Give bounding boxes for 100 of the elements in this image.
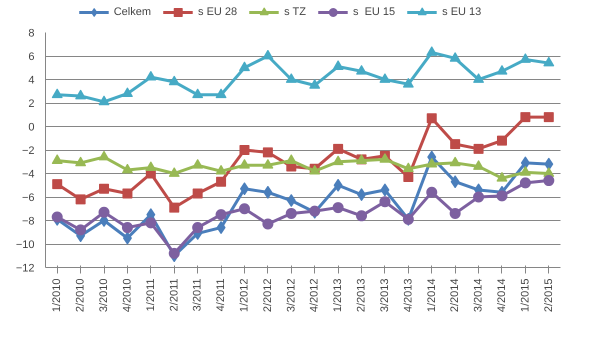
- point: [145, 161, 156, 172]
- point: [122, 164, 133, 174]
- x-tick-label: 4/2014: [496, 278, 508, 312]
- point: [168, 248, 180, 259]
- x-tick-label: 3/2010: [98, 278, 110, 312]
- x-tick-label: 1/2013: [332, 278, 344, 312]
- y-tick-label: −12: [16, 262, 35, 274]
- point: [98, 96, 110, 106]
- point: [145, 217, 156, 228]
- point: [426, 113, 437, 124]
- point: [216, 221, 226, 234]
- point: [496, 190, 508, 202]
- y-tick-label: −6: [22, 192, 35, 204]
- x-tick-label: 1/2011: [144, 278, 157, 312]
- point: [75, 224, 86, 236]
- x-tick-label: 4/2012: [308, 278, 321, 312]
- legend-label: Celkem: [114, 6, 152, 18]
- point: [520, 53, 531, 63]
- point: [238, 159, 250, 169]
- x-tick-label: 2/2013: [356, 278, 368, 312]
- y-tick-label: 8: [28, 28, 35, 40]
- x-tick-label: 1/2014: [426, 278, 438, 312]
- point: [496, 65, 508, 75]
- point: [262, 159, 274, 169]
- point: [122, 87, 133, 97]
- point: [473, 160, 484, 170]
- point: [309, 79, 320, 89]
- point: [240, 182, 249, 196]
- point: [356, 210, 368, 222]
- point: [402, 78, 414, 88]
- point: [75, 156, 86, 166]
- point: [286, 73, 297, 83]
- point: [450, 175, 460, 188]
- point: [356, 65, 368, 75]
- y-tick-label: 4: [28, 74, 35, 86]
- x-tick-label: 4/2013: [402, 278, 414, 312]
- x-tick-label: 4/2010: [121, 278, 134, 312]
- point: [543, 175, 554, 186]
- point: [98, 150, 110, 160]
- x-tick-label: 2/2015: [542, 278, 555, 312]
- legend-label: s TZ: [284, 6, 306, 18]
- point: [379, 153, 390, 163]
- point: [286, 194, 296, 208]
- point: [98, 206, 110, 218]
- x-tick-label: 3/2013: [378, 278, 391, 312]
- x-tick-label: 2/2010: [74, 278, 87, 312]
- point: [263, 186, 272, 199]
- point: [238, 203, 250, 214]
- point: [543, 56, 554, 66]
- point: [357, 188, 366, 202]
- point: [239, 145, 250, 155]
- point: [122, 188, 132, 198]
- point: [426, 158, 438, 168]
- point: [76, 194, 86, 204]
- x-tick-label: 3/2014: [472, 278, 485, 312]
- legend-label: s EU 15: [352, 6, 396, 18]
- point: [216, 209, 227, 220]
- point: [286, 208, 297, 219]
- point: [168, 167, 180, 177]
- point: [333, 144, 344, 154]
- point: [520, 177, 531, 188]
- point: [145, 70, 156, 81]
- point: [216, 88, 227, 98]
- point: [544, 158, 554, 171]
- point: [286, 154, 297, 164]
- point: [544, 112, 554, 122]
- y-tick-label: −4: [22, 168, 35, 180]
- y-tick-label: 0: [28, 122, 35, 134]
- y-tick-label: 6: [28, 51, 35, 63]
- x-tick-label: 4/2011: [215, 278, 228, 312]
- point: [122, 222, 133, 234]
- point: [332, 60, 344, 70]
- x-tick-label: 1/2010: [51, 278, 64, 312]
- y-tick-label: −8: [22, 216, 35, 228]
- y-tick-label: −10: [16, 239, 35, 251]
- point: [403, 172, 414, 182]
- point: [379, 73, 390, 83]
- point: [262, 147, 273, 158]
- point: [473, 73, 484, 83]
- point: [52, 154, 63, 164]
- point: [216, 176, 226, 187]
- legend-label: s EU 28: [198, 6, 238, 18]
- x-tick-label: 1/2015: [519, 278, 532, 312]
- point: [520, 156, 530, 170]
- point: [402, 162, 414, 172]
- point: [473, 192, 484, 202]
- point: [380, 183, 390, 196]
- point: [520, 166, 531, 176]
- point: [379, 196, 390, 208]
- point: [192, 188, 203, 198]
- x-tick-label: 2/2011: [168, 278, 180, 312]
- point: [122, 232, 132, 245]
- x-tick-label: 3/2012: [285, 278, 298, 312]
- point: [334, 178, 343, 192]
- legend-label: s EU 13: [442, 6, 482, 18]
- point: [192, 88, 204, 98]
- point: [52, 88, 63, 98]
- point: [426, 186, 438, 198]
- point: [99, 184, 110, 194]
- point: [520, 112, 530, 122]
